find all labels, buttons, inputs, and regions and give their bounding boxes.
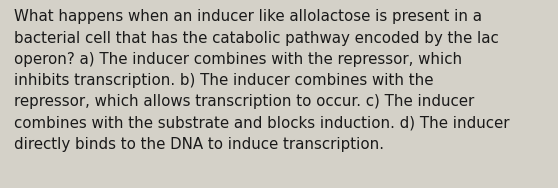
Text: What happens when an inducer like allolactose is present in a
bacterial cell tha: What happens when an inducer like allola… — [14, 9, 509, 152]
